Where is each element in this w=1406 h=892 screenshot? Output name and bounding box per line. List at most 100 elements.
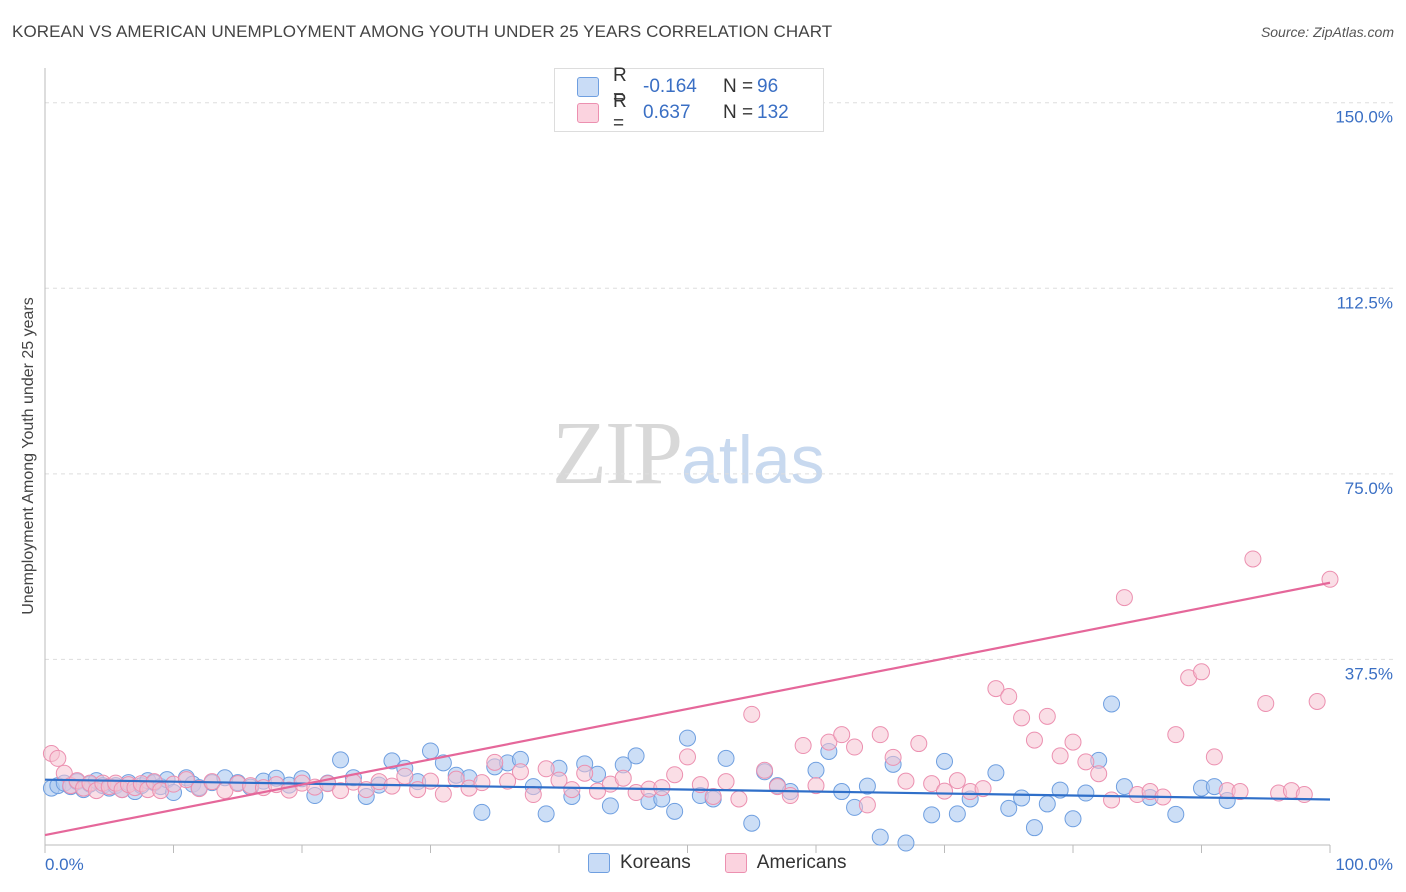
american-point: [1038, 707, 1056, 725]
american-point: [871, 726, 889, 744]
american-point: [679, 748, 696, 766]
american-point: [1103, 791, 1121, 809]
korean-point: [1064, 810, 1082, 828]
american-point: [704, 788, 722, 806]
korean-point: [434, 754, 452, 772]
american-point: [807, 777, 825, 795]
series-legend: Koreans Americans: [588, 852, 881, 874]
american-point: [1025, 731, 1043, 749]
korean-point: [1025, 819, 1043, 837]
axes: [44, 68, 1331, 853]
korean-point: [601, 797, 619, 815]
american-point: [1167, 726, 1185, 744]
watermark-zip: ZIP: [552, 404, 683, 503]
american-point: [858, 796, 876, 814]
correlation-legend: R = -0.164 N = 96 R = 0.637 N = 132: [554, 65, 824, 134]
legend-row-americans: R = 0.637 N = 132: [577, 91, 789, 134]
y-tick-label: 150.0%: [1335, 108, 1393, 127]
korean-point: [666, 802, 684, 820]
legend-label-americans: Americans: [756, 852, 847, 873]
american-point: [1013, 709, 1031, 727]
trend-lines: [44, 581, 1331, 837]
american-point: [794, 737, 812, 755]
american-point: [1308, 692, 1326, 710]
r-label: R =: [613, 65, 627, 108]
chart-title: KOREAN VS AMERICAN UNEMPLOYMENT AMONG YO…: [12, 22, 833, 41]
korean-point: [627, 747, 645, 765]
american-point: [614, 769, 632, 787]
korean-point: [332, 751, 350, 769]
korean-point: [717, 749, 735, 767]
korean-swatch: [588, 853, 610, 873]
korean-point: [679, 729, 696, 747]
y-axis-label: Unemployment Among Youth under 25 years: [20, 297, 37, 615]
american-point: [936, 782, 953, 800]
american-point: [177, 771, 195, 789]
r-value: 0.637: [643, 102, 691, 123]
american-swatch: [577, 103, 599, 123]
korean-point: [537, 805, 555, 823]
american-point: [653, 779, 671, 797]
korean-point: [987, 764, 1005, 782]
american-point: [1231, 783, 1249, 801]
american-swatch: [724, 853, 747, 873]
tick-labels: 37.5% 75.0% 112.5% 150.0% 0.0% 100.0%: [45, 108, 1393, 874]
american-point: [499, 772, 517, 790]
korean-point: [473, 803, 491, 821]
n-label: N =: [723, 102, 754, 123]
american-point: [473, 774, 491, 792]
korean-trend-line: [44, 778, 1331, 801]
grid-lines: [45, 102, 1395, 660]
korean-point: [948, 805, 966, 823]
korean-point: [1013, 789, 1031, 807]
american-point: [948, 772, 966, 790]
american-point: [910, 735, 928, 753]
legend-item-koreans: Koreans: [588, 852, 691, 874]
watermark: ZIPatlas: [552, 402, 825, 505]
american-point: [1244, 550, 1262, 568]
american-point: [511, 763, 529, 781]
n-value: 132: [757, 102, 789, 123]
korean-point: [858, 777, 876, 795]
x-tick-label: 0.0%: [45, 855, 84, 874]
american-point: [756, 761, 774, 779]
n-label: N =: [723, 76, 754, 97]
american-point: [563, 781, 581, 799]
american-point: [743, 705, 761, 723]
american-point: [987, 680, 1005, 698]
american-point: [820, 733, 838, 751]
american-point: [730, 790, 748, 808]
korean-point: [1051, 781, 1069, 799]
korean-point: [1103, 695, 1121, 713]
korean-point: [1167, 805, 1185, 823]
american-point: [923, 775, 941, 793]
source-label: Source: ZipAtlas.com: [1260, 24, 1394, 40]
american-point: [49, 749, 67, 767]
korean-point: [871, 828, 889, 846]
american-point: [1077, 753, 1095, 771]
american-point: [576, 764, 594, 782]
korean-point: [897, 834, 915, 852]
american-point: [717, 773, 735, 791]
american-point: [1205, 748, 1223, 766]
r-value: -0.164: [643, 76, 697, 97]
american-point: [1193, 663, 1210, 681]
korean-point: [743, 814, 761, 832]
american-point: [897, 772, 915, 790]
american-point: [833, 726, 851, 744]
american-point: [1064, 733, 1082, 751]
american-point: [1051, 747, 1069, 765]
korean-point: [1038, 795, 1056, 813]
korean-point: [1000, 799, 1018, 817]
korean-point: [923, 806, 941, 824]
american-point: [486, 753, 504, 771]
legend-label-koreans: Koreans: [620, 852, 691, 873]
korean-point: [807, 761, 825, 779]
american-point: [396, 767, 414, 785]
y-tick-label: 112.5%: [1337, 293, 1393, 312]
korean-point: [422, 742, 439, 760]
american-point: [1257, 694, 1275, 712]
korean-point: [383, 752, 401, 770]
american-point: [974, 780, 992, 798]
